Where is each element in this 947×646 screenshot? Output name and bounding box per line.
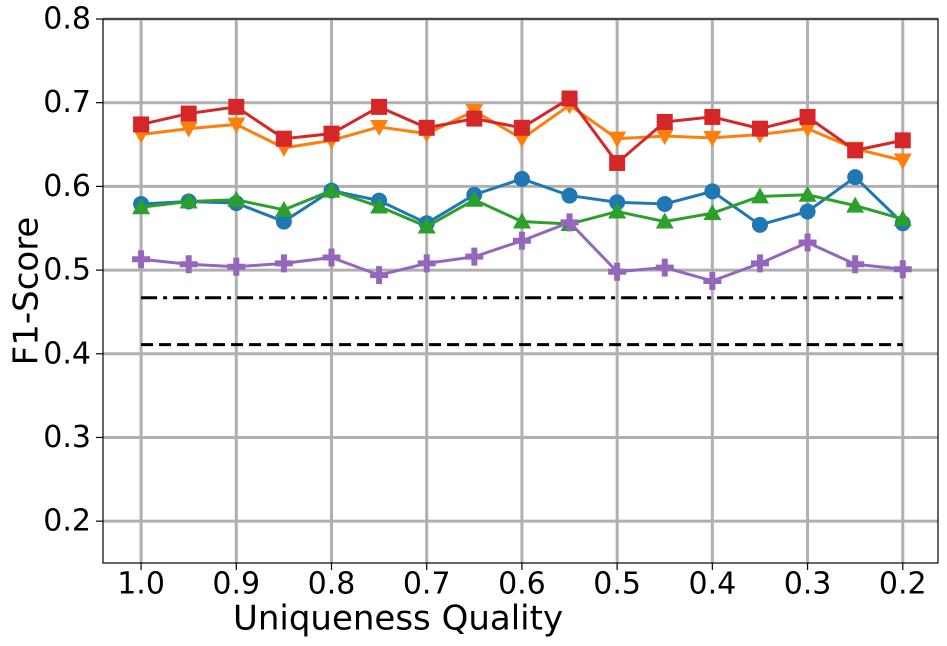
marker [179,121,198,138]
marker [561,90,578,107]
plot-frame [102,18,939,564]
marker [275,213,292,230]
x-tick-label: 0.7 [403,567,451,602]
marker [274,200,293,217]
marker [750,254,769,273]
marker [703,271,722,290]
marker [656,195,673,212]
x-tick-label: 0.2 [879,567,927,602]
x-tick-label: 0.9 [212,567,260,602]
marker [179,192,198,209]
marker [322,181,341,198]
marker [228,98,245,115]
marker [608,131,627,148]
marker [465,247,484,266]
marker [180,105,197,122]
y-tick-label: 0.4 [43,336,91,371]
x-tick-label: 0.6 [498,567,546,602]
marker [561,187,578,204]
marker [133,116,150,133]
y-tick-label: 0.3 [43,420,91,455]
marker [466,110,483,127]
x-tick-label: 0.5 [593,567,641,602]
marker [323,125,340,142]
marker [227,117,246,134]
x-tick-label: 0.4 [688,567,736,602]
marker [370,197,389,214]
marker [370,119,389,136]
marker [371,98,388,115]
marker [703,204,722,221]
marker [751,120,768,137]
y-tick-label: 0.2 [43,504,91,539]
marker [513,170,530,187]
marker [798,233,817,252]
marker [418,119,435,136]
marker [704,108,721,125]
marker [846,255,865,274]
marker [322,248,341,267]
marker [560,213,579,232]
marker [513,119,530,136]
marker [608,262,627,281]
marker [798,185,817,202]
marker [132,250,151,269]
marker [227,190,246,207]
marker [179,255,198,274]
marker [417,217,436,234]
marker [798,121,817,138]
x-tick-label: 1.0 [117,567,165,602]
marker [608,202,627,219]
marker [656,113,673,130]
marker [512,231,531,250]
marker [274,254,293,273]
marker [893,260,912,279]
marker [704,183,721,200]
marker [132,198,151,215]
marker [655,129,674,146]
marker [275,130,292,147]
marker [655,258,674,277]
marker [893,153,912,170]
marker [750,187,769,204]
y-tick-label: 0.5 [43,253,91,288]
marker [894,132,911,149]
marker [799,108,816,125]
marker [847,169,864,186]
x-tick-label: 0.8 [308,567,356,602]
marker [370,266,389,285]
marker [799,203,816,220]
y-axis-label: F1-Score [7,217,47,366]
marker [465,190,484,207]
y-tick-label: 0.8 [43,2,91,37]
marker [417,254,436,273]
marker [703,130,722,147]
marker [655,212,674,229]
marker [512,212,531,229]
x-tick-label: 0.3 [784,567,832,602]
marker [609,154,626,171]
x-axis-label: Uniqueness Quality [233,599,563,639]
marker [847,142,864,159]
marker [846,196,865,213]
y-tick-label: 0.6 [43,169,91,204]
marker [893,210,912,227]
y-tick-label: 0.7 [43,85,91,120]
marker [227,257,246,276]
marker [609,194,626,211]
marker [751,216,768,233]
